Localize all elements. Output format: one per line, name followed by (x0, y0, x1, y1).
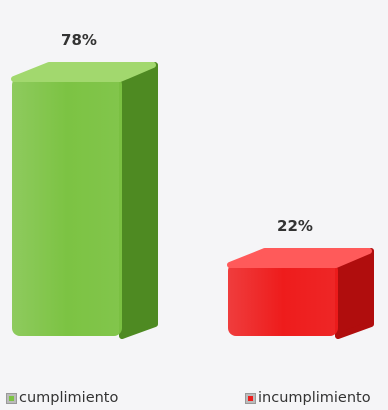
legend-item-incumplimiento: incumplimiento (245, 389, 371, 407)
bar-cumplimiento (11, 62, 158, 339)
bar-incumplimiento (227, 247, 374, 339)
legend-swatch-cumplimiento (6, 392, 17, 404)
bar-top-incumplimiento (227, 247, 372, 268)
legend-item-cumplimiento: cumplimiento (6, 389, 118, 407)
legend-swatch-incumplimiento (245, 392, 256, 404)
legend-label-incumplimiento: incumplimiento (258, 390, 371, 406)
bar-side-cumplimiento (119, 62, 158, 339)
data-label-incumplimiento: 22% (277, 217, 313, 235)
legend-label-cumplimiento: cumplimiento (19, 390, 119, 406)
bar-front-incumplimiento (228, 262, 338, 336)
bar-top-cumplimiento (11, 62, 156, 83)
data-label-cumplimiento: 78% (61, 31, 97, 49)
bar-front-cumplimiento (12, 77, 122, 336)
